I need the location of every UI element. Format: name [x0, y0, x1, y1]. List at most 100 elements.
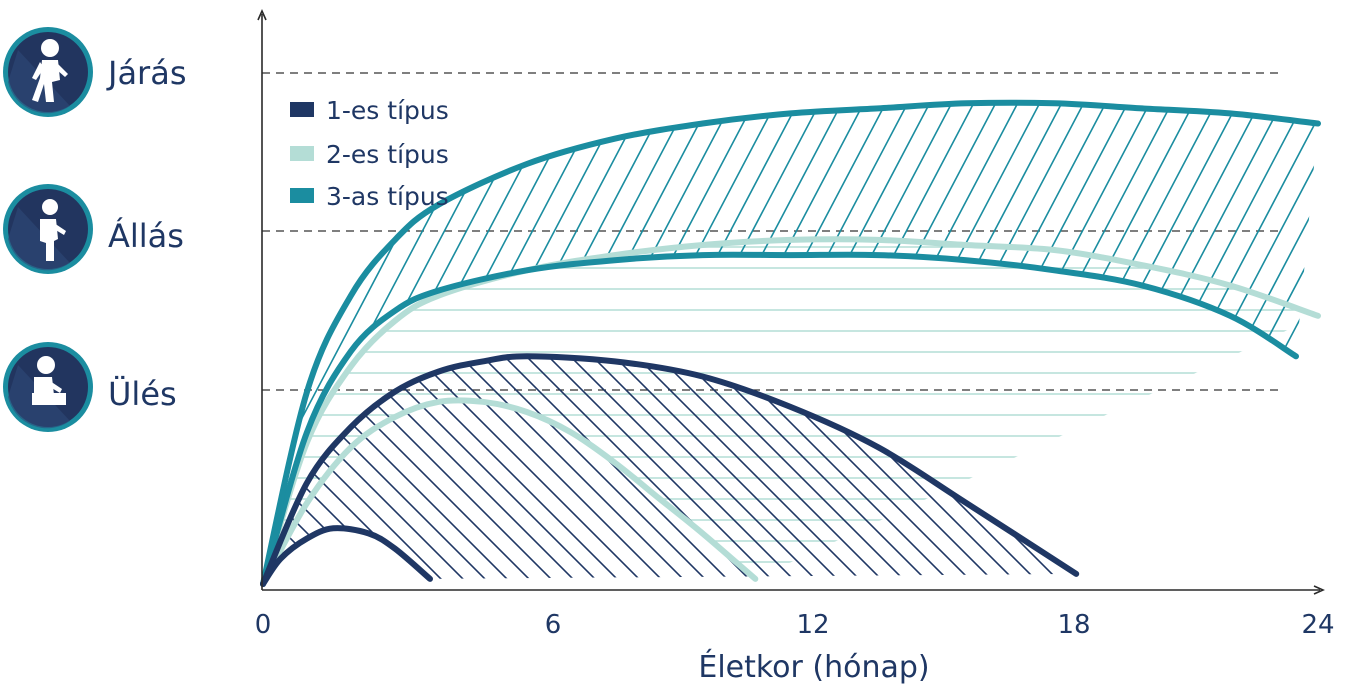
- hatch-line: [1358, 0, 1371, 600]
- hatch-line: [1336, 0, 1371, 600]
- hatch-line: [887, 102, 1205, 584]
- series-line-type2-inner: [260, 397, 759, 587]
- legend-swatch-type3: [290, 188, 314, 203]
- hatch-line: [263, 356, 815, 584]
- series-line-type3-inner: [260, 251, 1299, 587]
- hatch-line: [741, 356, 1077, 584]
- hatch-line: [535, 102, 853, 584]
- hatch-line: [579, 102, 897, 584]
- hatch-line: [689, 102, 1007, 584]
- hatch-line: [697, 356, 1077, 584]
- hatch-line: [521, 356, 1077, 584]
- hatch-line: [1138, 0, 1371, 600]
- hatch-line: [1049, 356, 1077, 584]
- hatch-line: [469, 102, 787, 584]
- hatch-line: [733, 102, 1051, 584]
- x-tick-label: 18: [1057, 610, 1090, 640]
- hatch-line: [345, 356, 947, 584]
- type1-hatch: [263, 0, 1371, 600]
- hatch-line: [645, 102, 963, 584]
- type3-hatch: [263, 0, 1371, 600]
- type2-hatch: [263, 246, 1318, 584]
- hatch-line: [601, 102, 919, 584]
- series-curves: [260, 99, 1321, 587]
- hatch-line: [1063, 102, 1318, 584]
- hatch-line: [263, 356, 859, 584]
- hatch-line: [1314, 0, 1371, 600]
- hatch-line: [799, 102, 1117, 584]
- y-axis-arrow: [257, 9, 267, 21]
- hatch-line: [263, 356, 837, 584]
- legend-label-type2: 2-es típus: [326, 140, 449, 169]
- hatch-line: [1094, 0, 1371, 600]
- hatch-line: [755, 102, 1073, 584]
- legend-swatch-type1: [290, 102, 314, 117]
- hatch-line: [983, 356, 1077, 584]
- hatch-line: [1350, 0, 1371, 600]
- hatch-line: [279, 356, 881, 584]
- hatch-line: [851, 356, 1077, 584]
- hatch-line: [909, 102, 1227, 584]
- hatch-line: [719, 356, 1077, 584]
- hatch-line: [865, 102, 1183, 584]
- hatch-line: [565, 356, 1077, 584]
- hatch-line: [263, 356, 683, 584]
- hatch-line: [1217, 102, 1318, 584]
- hatch-line: [939, 356, 1077, 584]
- hatch-line: [263, 356, 485, 584]
- hatch-line: [1129, 102, 1318, 584]
- hatch-line: [609, 356, 1077, 584]
- hatch-line: [263, 102, 523, 584]
- legend: 1-es típus 2-es típus 3-as típus: [290, 96, 449, 211]
- hatch-line: [425, 102, 743, 584]
- hatch-line: [777, 102, 1095, 584]
- hatch-line: [667, 102, 985, 584]
- hatch-line: [1226, 0, 1371, 600]
- hatch-line: [411, 356, 1013, 584]
- x-tick-label: 6: [545, 610, 562, 640]
- hatch-line: [323, 356, 925, 584]
- hatch-line: [1239, 102, 1318, 584]
- hatch-line: [895, 356, 1077, 584]
- hatch-line: [433, 356, 1035, 584]
- hatch-line: [263, 356, 573, 584]
- hatch-line: [263, 356, 419, 584]
- hatch-line: [301, 356, 903, 584]
- hatch-line: [843, 102, 1161, 584]
- hatch-line: [1085, 102, 1318, 584]
- hatch-line: [263, 356, 595, 584]
- walking-child-icon: [3, 27, 93, 117]
- standing-child-icon: [3, 184, 93, 274]
- x-axis-title: Életkor (hónap): [698, 649, 929, 685]
- hatch-line: [961, 356, 1077, 584]
- x-axis-arrow: [1313, 585, 1325, 595]
- legend-label-type3: 3-as típus: [326, 182, 449, 211]
- x-tick-label: 12: [796, 610, 829, 640]
- hatch-line: [829, 356, 1077, 584]
- hatch-line: [447, 102, 765, 584]
- hatch-line: [631, 356, 1077, 584]
- hatch-line: [263, 356, 617, 584]
- hatch-line: [807, 356, 1077, 584]
- hatch-line: [367, 356, 969, 584]
- hatch-line: [263, 102, 545, 584]
- series-line-type2-outer: [260, 236, 1321, 587]
- series-line-type1-inner: [260, 525, 433, 587]
- milestone-label-walking: Járás: [106, 54, 186, 92]
- sitting-child-icon: [3, 342, 93, 432]
- hatch-line: [263, 356, 463, 584]
- hatch-line: [263, 356, 793, 584]
- milestone-label-standing: Állás: [108, 217, 184, 255]
- hatch-line: [477, 356, 1077, 584]
- hatch-line: [293, 102, 611, 584]
- hatch-line: [263, 356, 727, 584]
- hatch-line: [263, 356, 705, 584]
- hatch-line: [1328, 0, 1371, 600]
- hatch-line: [263, 356, 529, 584]
- hatch-line: [263, 356, 507, 584]
- hatch-line: [873, 356, 1077, 584]
- hatch-line: [785, 356, 1077, 584]
- series-line-type3-outer: [260, 99, 1321, 587]
- hatch-line: [1305, 102, 1318, 584]
- milestone-label-sitting: Ülés: [108, 375, 177, 413]
